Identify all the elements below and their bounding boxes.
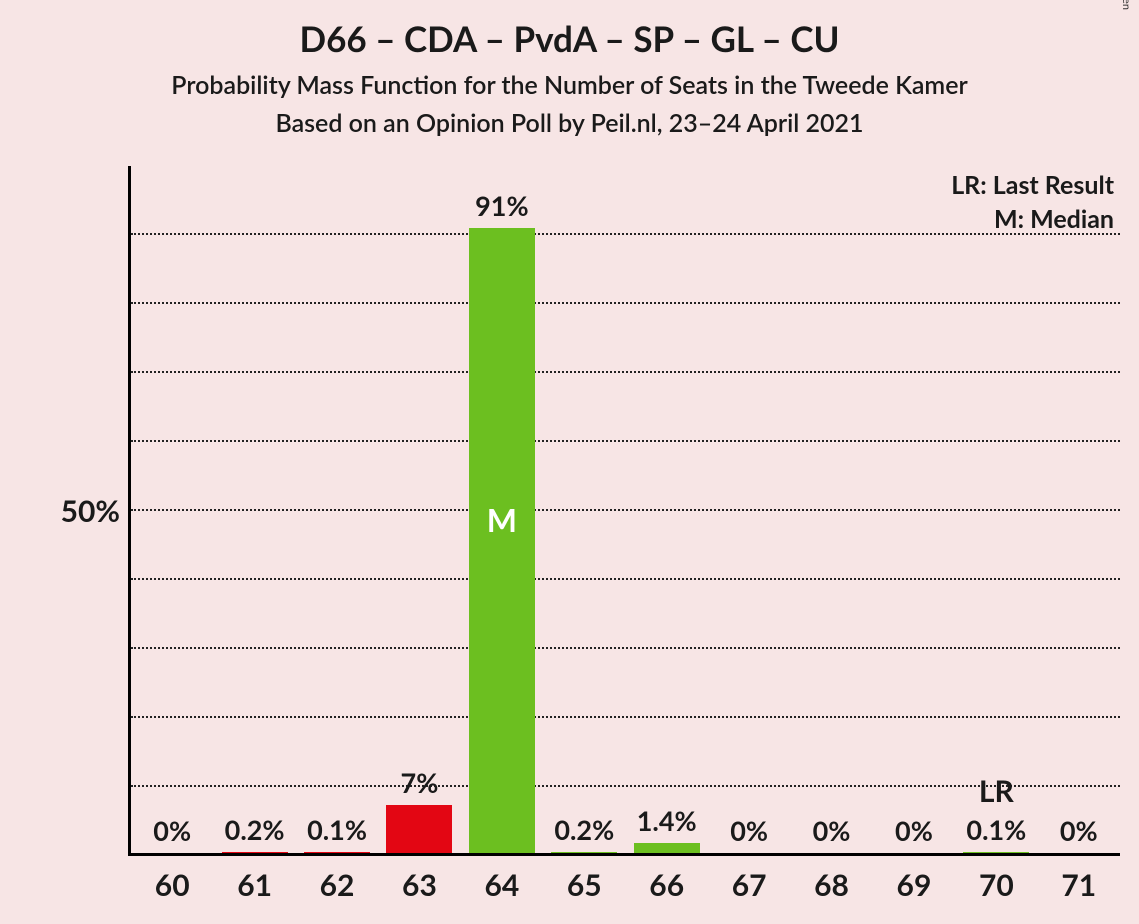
bar	[469, 228, 535, 853]
bars-container: 0%600.2%610.1%627%6391%M640.2%651.4%660%…	[131, 166, 1120, 853]
bar-slot: 0%71	[1038, 166, 1120, 853]
bar-value-label: 0%	[730, 814, 768, 847]
lr-marker: LR	[979, 773, 1014, 809]
chart-subtitle-1: Probability Mass Function for the Number…	[0, 70, 1139, 100]
bar-slot: 0%60	[131, 166, 213, 853]
bar-slot: 0.2%61	[213, 166, 295, 853]
y-axis-tick-label: 50%	[61, 493, 120, 529]
x-axis-tick-label: 68	[814, 867, 849, 903]
bar-value-label: 0.2%	[554, 813, 614, 846]
x-axis-tick-label: 71	[1061, 867, 1096, 903]
bar-value-label: 0.1%	[966, 813, 1026, 846]
x-axis-tick-label: 66	[649, 867, 684, 903]
title-block: D66 – CDA – PvdA – SP – GL – CU Probabil…	[0, 0, 1139, 138]
bar-slot: 1.4%66	[626, 166, 708, 853]
x-axis-tick-label: 70	[979, 867, 1014, 903]
legend: LR: Last Result M: Median	[951, 170, 1114, 234]
bar	[304, 852, 370, 853]
bar	[963, 852, 1029, 853]
bar-value-label: 91%	[475, 189, 528, 222]
bar	[551, 852, 617, 853]
chart-title: D66 – CDA – PvdA – SP – GL – CU	[0, 18, 1139, 60]
bar-value-label: 0%	[895, 814, 933, 847]
chart-plot-area: 50% 0%600.2%610.1%627%6391%M640.2%651.4%…	[128, 166, 1120, 856]
bar-slot: 7%63	[378, 166, 460, 853]
x-axis-tick-label: 62	[320, 867, 355, 903]
bar-slot: 0.1%LR70	[955, 166, 1037, 853]
x-axis-tick-label: 65	[567, 867, 602, 903]
x-axis-tick-label: 69	[897, 867, 932, 903]
bar-slot: 0%68	[790, 166, 872, 853]
bar-value-label: 0.1%	[307, 813, 367, 846]
legend-m: M: Median	[951, 204, 1114, 234]
legend-lr: LR: Last Result	[951, 170, 1114, 200]
bar	[386, 805, 452, 853]
median-marker: M	[487, 500, 517, 539]
bar-value-label: 0%	[153, 814, 191, 847]
bar-value-label: 1.4%	[637, 804, 697, 837]
bar-slot: 91%M64	[461, 166, 543, 853]
bar-value-label: 0.2%	[225, 813, 285, 846]
bar	[634, 843, 700, 853]
x-axis-tick-label: 63	[402, 867, 437, 903]
bar-value-label: 0%	[813, 814, 851, 847]
x-axis-tick-label: 61	[237, 867, 272, 903]
bar-value-label: 0%	[1060, 814, 1098, 847]
chart-subtitle-2: Based on an Opinion Poll by Peil.nl, 23–…	[0, 108, 1139, 138]
x-axis	[128, 853, 1120, 856]
bar-slot: 0.2%65	[543, 166, 625, 853]
bar-value-label: 7%	[401, 766, 439, 799]
x-axis-tick-label: 60	[155, 867, 190, 903]
x-axis-tick-label: 64	[484, 867, 519, 903]
bar	[222, 852, 288, 853]
bar-slot: 0%69	[873, 166, 955, 853]
x-axis-tick-label: 67	[732, 867, 767, 903]
copyright-text: © 2021 Filip van Laenen	[1120, 0, 1133, 10]
bar-slot: 0.1%62	[296, 166, 378, 853]
bar-slot: 0%67	[708, 166, 790, 853]
